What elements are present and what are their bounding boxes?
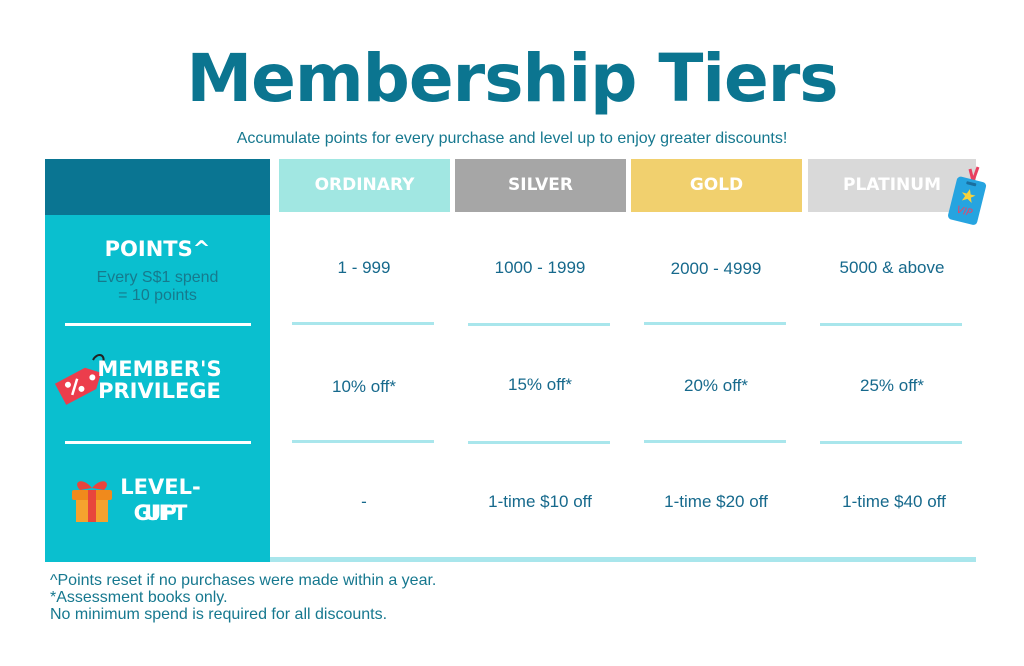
page-subtitle: Accumulate points for every purchase and… [236, 130, 788, 147]
footnote-points-reset: ^Points reset if no purchases were made … [50, 572, 437, 589]
cell-divider [820, 441, 962, 444]
cell-divider [644, 440, 786, 443]
cell-divider [292, 322, 434, 325]
tier-header-ordinary: ORDINARY [279, 159, 450, 212]
ordinary-gift: - [361, 492, 367, 511]
silver-privilege: 15% off* [508, 375, 572, 394]
points-row-sub-line2: = 10 points [118, 287, 197, 304]
discount-tag-icon [54, 354, 105, 405]
silver-points: 1000 - 1999 [494, 258, 586, 277]
points-row-label: POINTS^ [104, 237, 211, 261]
footnotes: ^Points reset if no purchases were made … [50, 572, 436, 623]
platinum-privilege: 25% off* [860, 376, 924, 395]
cell-divider [820, 323, 962, 326]
cell-divider [468, 323, 610, 326]
cell-divider [644, 322, 786, 325]
tier-header-silver: SILVER [455, 159, 626, 212]
tier-header-platinum: PLATINUM [808, 159, 976, 212]
vip-badge-icon: VIP [948, 166, 987, 225]
gift-row-label-line1: LEVEL-UP [120, 475, 201, 525]
ordinary-points: 1 - 999 [337, 258, 391, 277]
page-title: Membership Tiers [186, 40, 838, 117]
platinum-gift: 1-time $40 off [842, 492, 946, 511]
tier-header-gold: GOLD [631, 159, 802, 212]
cell-divider [292, 440, 434, 443]
sidebar-header-block [45, 159, 270, 215]
privilege-row-label-line2: PRIVILEGE [98, 379, 221, 403]
gift-row-label-line2: GIFT [133, 501, 188, 525]
table-bottom-border [270, 557, 976, 562]
sidebar-divider [65, 323, 251, 326]
sidebar-divider [65, 441, 251, 444]
cell-divider [468, 441, 610, 444]
gold-points: 2000 - 4999 [670, 259, 762, 278]
points-row-sub-line1: Every S$1 spend [96, 269, 219, 286]
platinum-points: 5000 & above [839, 258, 945, 277]
vip-badge-text: VIP [955, 205, 974, 220]
gold-gift: 1-time $20 off [664, 492, 768, 511]
footnote-assessment-books: *Assessment books only. [50, 589, 228, 606]
silver-gift: 1-time $10 off [488, 492, 592, 511]
ordinary-privilege: 10% off* [332, 377, 396, 396]
gold-privilege: 20% off* [684, 376, 748, 395]
footnote-no-minimum-spend: No minimum spend is required for all dis… [50, 606, 388, 623]
gift-box-icon [72, 481, 112, 522]
privilege-row-label-line1: MEMBER'S [97, 357, 222, 381]
